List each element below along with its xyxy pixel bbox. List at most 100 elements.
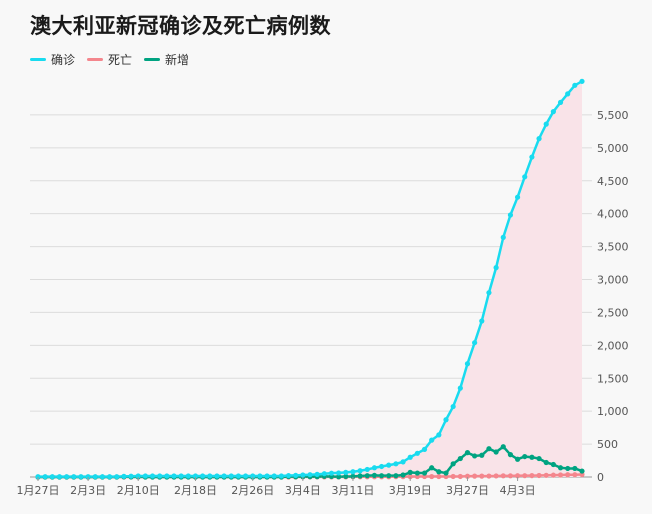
points-layer: [35, 78, 585, 480]
confirmed-point: [457, 385, 463, 391]
y-tick-label: 4,000: [597, 208, 629, 221]
confirmed-point: [472, 340, 478, 346]
confirmed-point: [536, 136, 542, 142]
confirmed-point: [121, 473, 127, 479]
confirmed-point: [64, 474, 70, 480]
new-point: [343, 473, 349, 480]
y-axis: 0 500 1,000 1,500 2,000 2,500 3,000 3,500 4,000 4…: [597, 109, 629, 484]
confirmed-point: [371, 465, 378, 471]
legend-swatch-new: [144, 58, 161, 61]
x-tick-label: 2月3日: [70, 484, 106, 497]
y-tick-label: 1,500: [597, 372, 629, 385]
x-tick-label: 2月10日: [117, 484, 160, 497]
confirmed-point: [407, 454, 413, 460]
legend-item-confirmed[interactable]: 确诊: [30, 51, 75, 68]
confirmed-point: [293, 472, 299, 478]
confirmed-point: [106, 474, 113, 480]
y-tick-label: 0: [597, 471, 604, 484]
confirmed-point: [364, 466, 370, 473]
y-tick-label: 2,000: [597, 339, 629, 352]
y-tick-label: 3,500: [597, 241, 629, 254]
legend-item-deaths[interactable]: 死亡: [87, 51, 132, 68]
deaths-point: [572, 472, 578, 478]
confirmed-point: [565, 91, 571, 97]
legend-label-confirmed: 确诊: [51, 53, 76, 67]
new-point: [557, 465, 564, 471]
x-tick-label: 3月19日: [389, 484, 432, 497]
y-tick-label: 5,500: [597, 109, 629, 122]
x-tick-label: 2月18日: [174, 484, 217, 497]
x-tick-label: 2月26日: [231, 484, 274, 497]
new-point: [536, 455, 542, 462]
confirmed-point: [436, 432, 442, 438]
legend: 确诊 死亡 新增: [30, 51, 189, 68]
deaths-point: [450, 473, 456, 480]
new-point: [429, 465, 435, 471]
confirmed-point: [49, 474, 55, 480]
x-tick-label: 3月4日: [285, 484, 321, 497]
legend-swatch-deaths: [87, 58, 104, 61]
chart-title: 澳大利亚新冠确诊及死亡病例数: [30, 14, 331, 38]
confirmed-point: [357, 468, 363, 474]
deaths-point: [486, 473, 492, 479]
confirmed-point: [429, 437, 435, 443]
confirmed-point: [321, 471, 327, 477]
confirmed-point: [514, 194, 521, 200]
new-point: [486, 446, 492, 452]
new-point: [386, 473, 392, 479]
new-point: [572, 465, 578, 472]
confirmed-point: [350, 469, 356, 475]
new-point: [457, 455, 463, 462]
confirmed-point: [185, 473, 191, 479]
new-point: [522, 453, 528, 460]
new-point: [565, 465, 571, 472]
new-point: [336, 474, 342, 480]
confirmed-point: [328, 470, 335, 476]
new-point: [543, 459, 549, 466]
legend-item-new[interactable]: 新增: [144, 51, 189, 68]
confirmed-point: [157, 473, 163, 479]
new-point: [421, 470, 428, 476]
y-tick-label: 500: [597, 438, 618, 451]
new-point: [579, 468, 585, 474]
x-tick-label: 1月27日: [17, 484, 60, 497]
deaths-point: [543, 472, 549, 478]
new-point: [479, 452, 485, 458]
confirmed-point: [271, 473, 277, 479]
confirmed-point: [128, 473, 134, 479]
x-tick-label: 3月27日: [446, 484, 489, 497]
new-point: [472, 453, 478, 459]
x-axis: 1月27日 2月3日 2月10日 2月18日 2月26日 3月4日 3月11日 3月19日 3月…: [17, 477, 536, 497]
deaths-point: [436, 473, 442, 480]
new-point: [529, 454, 535, 460]
confirmed-point: [207, 473, 213, 479]
deaths-point: [507, 473, 514, 479]
x-tick-label: 3月11日: [331, 484, 374, 497]
deaths-point: [493, 473, 499, 479]
confirmed-point: [192, 473, 199, 479]
confirmed-point: [378, 463, 385, 470]
new-point: [507, 452, 514, 458]
area-layer: [38, 81, 582, 477]
confirmed-point: [393, 461, 399, 467]
confirmed-point: [178, 473, 184, 479]
confirmed-point: [493, 265, 499, 271]
confirmed-point: [221, 473, 227, 479]
new-point: [378, 473, 385, 479]
confirmed-point: [550, 109, 556, 115]
new-point: [514, 456, 521, 462]
x-tick-label: 4月3日: [500, 484, 536, 497]
y-tick-label: 4,500: [597, 175, 629, 188]
confirmed-point: [486, 290, 492, 296]
deaths-point: [479, 473, 485, 479]
deaths-point: [550, 472, 556, 478]
confirmed-point: [543, 121, 549, 127]
legend-label-deaths: 死亡: [108, 53, 133, 67]
deaths-point: [522, 473, 528, 479]
confirmed-point: [285, 472, 292, 479]
confirmed-point: [572, 82, 578, 88]
new-point: [400, 472, 406, 478]
new-point: [371, 472, 378, 478]
confirmed-point: [114, 474, 120, 480]
confirmed-point: [171, 473, 177, 479]
